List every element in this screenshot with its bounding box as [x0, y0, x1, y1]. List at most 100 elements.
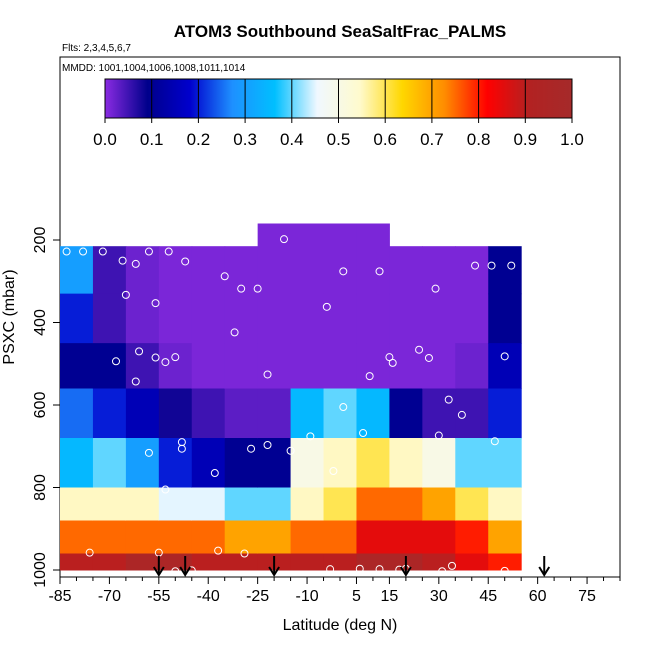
heatmap-cell: [60, 438, 94, 488]
sample-point: [306, 432, 315, 441]
colorbar-tick-label: 0.5: [327, 130, 351, 149]
flight-arrow-head: [179, 566, 192, 577]
sample-point: [490, 437, 499, 446]
heatmap-cell: [158, 438, 193, 488]
sample-point: [253, 284, 262, 293]
heatmap-cell: [488, 553, 522, 571]
sample-point: [431, 284, 440, 293]
heatmap-cell: [158, 553, 193, 571]
heatmap-cell: [158, 388, 193, 439]
sample-point: [161, 485, 170, 494]
heatmap-cell: [356, 223, 390, 295]
sample-point: [322, 302, 331, 311]
heatmap-cell: [191, 487, 226, 521]
dates-subtitle: MMDD: 1001,1004,1006,1008,1011,1014: [62, 63, 246, 74]
heatmap-cell: [455, 293, 489, 344]
x-tick-label: 45: [479, 588, 497, 605]
heatmap-cell: [224, 487, 259, 521]
x-tick-label: 5: [352, 588, 361, 605]
heatmap-cell: [290, 343, 325, 390]
heatmap-cell: [257, 438, 292, 488]
heatmap-cell: [191, 520, 226, 554]
heatmap-cell: [125, 520, 160, 554]
sample-point: [415, 345, 424, 354]
x-tick-label: -40: [197, 588, 220, 605]
y-tick-label: 1000: [32, 552, 49, 588]
colorbar-tick-label: 0.7: [420, 130, 444, 149]
sample-point: [220, 272, 229, 281]
heatmap-cell: [191, 293, 226, 344]
sample-point: [388, 358, 397, 367]
heatmap-cell: [224, 246, 259, 295]
heatmap-cell: [422, 520, 456, 554]
colorbar-tick-label: 0.2: [187, 130, 211, 149]
sample-point: [286, 446, 295, 455]
heatmap-cell: [290, 438, 325, 488]
x-tick-label: -25: [246, 588, 269, 605]
heatmap-cell: [257, 388, 292, 439]
heatmap-cell: [488, 520, 522, 554]
y-axis-label: PSXC (mbar): [1, 269, 18, 364]
heatmap-cell: [224, 438, 259, 488]
sample-point: [62, 247, 71, 256]
sample-point: [471, 261, 480, 270]
sample-point: [339, 403, 348, 412]
sample-point: [444, 395, 453, 404]
heatmap-cell: [60, 388, 94, 439]
heatmap-cell: [422, 487, 456, 521]
heatmap-cell: [191, 553, 226, 571]
heatmap-cell: [356, 388, 390, 439]
heatmap-field: [60, 223, 522, 571]
sample-point: [177, 444, 186, 453]
flight-arrow-head: [400, 566, 412, 577]
heatmap-cell: [60, 246, 94, 295]
chart-title: ATOM3 Southbound SeaSaltFrac_PALMS: [174, 22, 506, 41]
heatmap-cell: [323, 438, 357, 488]
heatmap-cell: [92, 293, 127, 344]
heatmap-cell: [257, 487, 292, 521]
heatmap-cell: [488, 343, 522, 390]
heatmap-cell: [125, 246, 160, 295]
colorbar-tick-label: 0.1: [140, 130, 164, 149]
heatmap-cell: [455, 553, 489, 571]
y-axis: 200 400 600 800 1000: [32, 227, 60, 588]
colorbar: 0.0 0.1 0.2 0.3 0.4 0.5 0.6 0.7 0.8 0.9 1.0: [93, 78, 584, 149]
heatmap-cell: [191, 343, 226, 390]
colorbar-tick-label: 0.8: [467, 130, 491, 149]
heatmap-cell: [356, 438, 390, 488]
heatmap-cell: [290, 388, 325, 439]
heatmap-cell: [191, 246, 226, 295]
heatmap-cell: [92, 553, 127, 571]
sample-point: [329, 467, 338, 475]
heatmap-cell: [60, 343, 94, 390]
sample-point: [457, 410, 466, 419]
x-tick-label: -85: [48, 588, 71, 605]
sample-point: [365, 372, 374, 381]
x-tick-label: -10: [295, 588, 318, 605]
heatmap-cell: [389, 487, 423, 521]
heatmap-cell: [92, 343, 127, 390]
heatmap-cell: [455, 246, 489, 295]
sample-point: [210, 469, 219, 478]
sample-point: [263, 370, 272, 379]
heatmap-cell: [455, 388, 489, 439]
colorbar-tick-label: 0.4: [280, 130, 304, 149]
heatmap-cell: [257, 293, 292, 344]
heatmap-cell: [356, 553, 390, 571]
heatmap-cell: [125, 388, 160, 439]
heatmap-cell: [224, 553, 259, 571]
sample-point: [375, 565, 384, 574]
sample-point: [131, 377, 140, 386]
sample-point: [247, 444, 256, 453]
sample-point: [214, 546, 223, 555]
heatmap-cell: [92, 487, 127, 521]
heatmap-cell: [323, 388, 357, 439]
sample-points: [62, 235, 516, 576]
colorbar-tick-label: 1.0: [560, 130, 584, 149]
heatmap-cell: [389, 388, 423, 439]
heatmap-cell: [158, 520, 193, 554]
heatmap-cell: [60, 520, 94, 554]
heatmap-cell: [422, 293, 456, 344]
heatmap-cell: [323, 223, 357, 295]
